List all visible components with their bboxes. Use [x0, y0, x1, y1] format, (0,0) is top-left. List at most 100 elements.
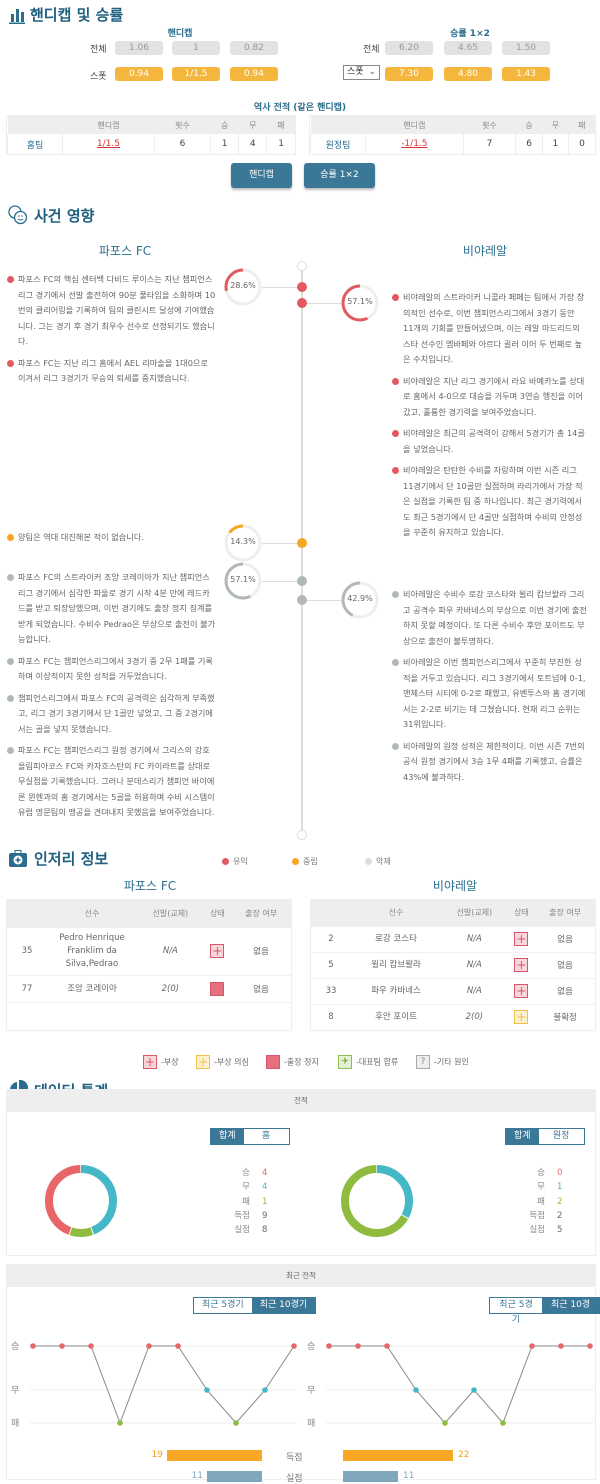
team-cell: 홈팀 — [7, 134, 63, 154]
player-name: 윌리 캄브왈라 — [351, 951, 441, 978]
stat-label: 득점 — [234, 1210, 250, 1221]
odds-value: 4.65 — [444, 41, 492, 55]
history-table-away: 핸디캡 횟수 승 무 패 원정팀 -1/1.5 7 6 1 0 — [310, 116, 595, 154]
win-cell: 1 — [210, 134, 239, 154]
win-rate-button[interactable]: 승률 1×2 — [304, 163, 375, 188]
stat-value: 8 — [262, 1225, 268, 1236]
event-item: 파포스 FC의 핵심 센터백 다비드 루이스는 지난 챔피언스리그 경기에서 선… — [7, 272, 217, 350]
result-label: 무 — [11, 1385, 19, 1396]
bullet-dot — [392, 659, 399, 666]
table-row: 8 후안 포이트 2(0) + 불확정 — [311, 1003, 595, 1030]
col-header: 출장 여부 — [231, 900, 291, 928]
bullet-dot — [392, 377, 399, 385]
stat-row: 득점 2 — [517, 1209, 562, 1223]
bar-label: 득점 — [286, 1453, 303, 1463]
event-text: 비아레알은 이번 챔피언스리그에서 꾸준히 부진한 성적을 거두고 있습니다. … — [403, 657, 586, 729]
status-inj-icon: + — [514, 984, 529, 998]
handicap-link[interactable]: -1/1.5 — [365, 134, 464, 154]
away-record-toggle: 합계 원정 — [505, 1128, 585, 1145]
result-label: 패 — [11, 1418, 19, 1429]
draw-cell: 1 — [541, 134, 569, 154]
gauge-value: 57.1% — [347, 297, 373, 306]
select-value: 스폿 — [347, 67, 364, 77]
event-item: 비야레알은 탄탄한 수비를 자랑하며 이번 시즌 리그 11경기에서 단 10골… — [392, 463, 587, 541]
history-title: 역사 전적 (같은 핸디캡) — [253, 103, 347, 113]
odds-value: 1.50 — [502, 41, 550, 55]
toggle-total[interactable]: 합계 — [211, 1129, 244, 1144]
stat-value: 2 — [557, 1210, 563, 1221]
percentage-gauge: 57.1% — [341, 284, 379, 322]
stat-row: 실점 8 — [222, 1223, 267, 1237]
starts: N/A — [137, 926, 204, 976]
toggle-away[interactable]: 원정 — [538, 1129, 584, 1144]
gauge-arc — [341, 581, 379, 619]
stat-row: 득점 9 — [222, 1209, 267, 1223]
status-inj-icon: + — [210, 944, 225, 959]
event-text: 파포스 FC의 스트라이커 조앙 코레이아가 지난 챔피언스리그 경기에서 심각… — [18, 572, 216, 644]
table-row: 5 윌리 캄브왈라 N/A + 없음 — [311, 951, 595, 978]
win-rate-label: 승률 1×2 — [450, 29, 490, 39]
timeline-dot — [297, 298, 307, 308]
bar-chart-icon — [9, 9, 25, 24]
stat-label: 승 — [242, 1168, 250, 1178]
table-row: 33 파우 카바네스 N/A + 없음 — [311, 977, 595, 1004]
toggle-home[interactable]: 홈 — [243, 1129, 289, 1144]
legend-doubt: + -부상 의심 — [196, 1055, 249, 1069]
timeline-dot — [297, 282, 307, 292]
toggle-last-10[interactable]: 최근 10경기 — [542, 1298, 599, 1325]
timeline-dot — [297, 595, 307, 605]
bullet-dot — [7, 534, 14, 541]
percentage-gauge: 14.3% — [224, 524, 262, 562]
event-text: 비야레알의 스트라이커 니콜라 페페는 팀에서 가장 창의적인 선수로, 이번 … — [403, 292, 585, 364]
toggle-last-5[interactable]: 최근 5경기 — [490, 1298, 543, 1325]
stat-label: 득점 — [529, 1210, 545, 1221]
col-header: 출장 여부 — [535, 900, 595, 926]
away-stats: 승 0 무 1 패 2 득점 2 실점 5 — [517, 1166, 562, 1237]
form-point — [355, 1343, 361, 1349]
toggle-last-10[interactable]: 최근 10경기 — [251, 1298, 316, 1313]
event-item: 비야레알의 스트라이커 니콜라 페페는 팀에서 가장 창의적인 선수로, 이번 … — [392, 290, 587, 368]
row-label-total: 전체 — [90, 45, 107, 55]
win-cell: 6 — [515, 134, 543, 154]
player-number: 8 — [311, 1003, 351, 1030]
connector — [307, 303, 341, 304]
bullet-dot — [392, 294, 399, 301]
event-text: 비아레알은 수비수 로강 코스타와 윌리 캄브왈라 그리고 공격수 파우 카바네… — [403, 589, 587, 646]
toggle-total[interactable]: 합계 — [506, 1129, 539, 1144]
team-cell: 원정팀 — [310, 134, 366, 154]
col-header: 선발(교체) — [441, 900, 508, 926]
home-record-toggle: 합계 홈 — [210, 1128, 290, 1145]
legend-neutral: 중립 — [292, 856, 318, 867]
event-item: 파포스 FC의 스트라이커 조앙 코레이아가 지난 챔피언스리그 경기에서 심각… — [7, 570, 217, 648]
player-number: 77 — [7, 974, 47, 1003]
col-header: 핸디캡 — [365, 116, 464, 134]
table-row: 77 조앙 코레이아 2(0) 없음 — [7, 974, 291, 1003]
player-number: 33 — [311, 977, 351, 1004]
col-header: 핸디캡 — [62, 116, 155, 134]
home-stats: 승 4 무 4 패 1 득점 9 실점 8 — [222, 1166, 267, 1237]
odds-value: 6.20 — [385, 41, 433, 55]
event-item: 비아레알의 원정 성적은 제한적이다. 이번 시즌 7번의 공식 원정 경기에서… — [392, 739, 587, 786]
stat-value: 1 — [262, 1196, 268, 1207]
away-goals-bar — [343, 1450, 453, 1461]
stat-value: 1 — [557, 1182, 563, 1193]
away-team-name: 비야레알 — [462, 244, 508, 258]
legend-suspended: -출장 정지 — [266, 1055, 319, 1069]
away-recent-toggle: 최근 5경기 최근 10경기 — [489, 1297, 600, 1325]
player-name: Pedro Henrique Franklim da Silva,Pedrao — [47, 926, 137, 976]
col-header: 선발(교체) — [137, 900, 204, 928]
status-inj-icon: + — [514, 932, 529, 946]
faces-icon — [8, 205, 28, 225]
toggle-last-5[interactable]: 최근 5경기 — [194, 1298, 252, 1313]
table-row: 2 로강 코스타 N/A + 없음 — [311, 925, 595, 952]
col-header: 선수 — [351, 900, 441, 926]
handicap-link[interactable]: 1/1.5 — [62, 134, 155, 154]
odds-type-select[interactable]: 스폿 ⌄ — [343, 65, 380, 80]
handicap-button[interactable]: 핸디캡 — [231, 163, 292, 188]
form-point — [59, 1343, 65, 1349]
bullet-dot — [392, 430, 399, 437]
gauge-arc — [224, 524, 262, 562]
stat-label: 패 — [537, 1196, 545, 1207]
home-event-list: 양팀은 역대 대진해본 적이 없습니다. — [7, 530, 217, 552]
